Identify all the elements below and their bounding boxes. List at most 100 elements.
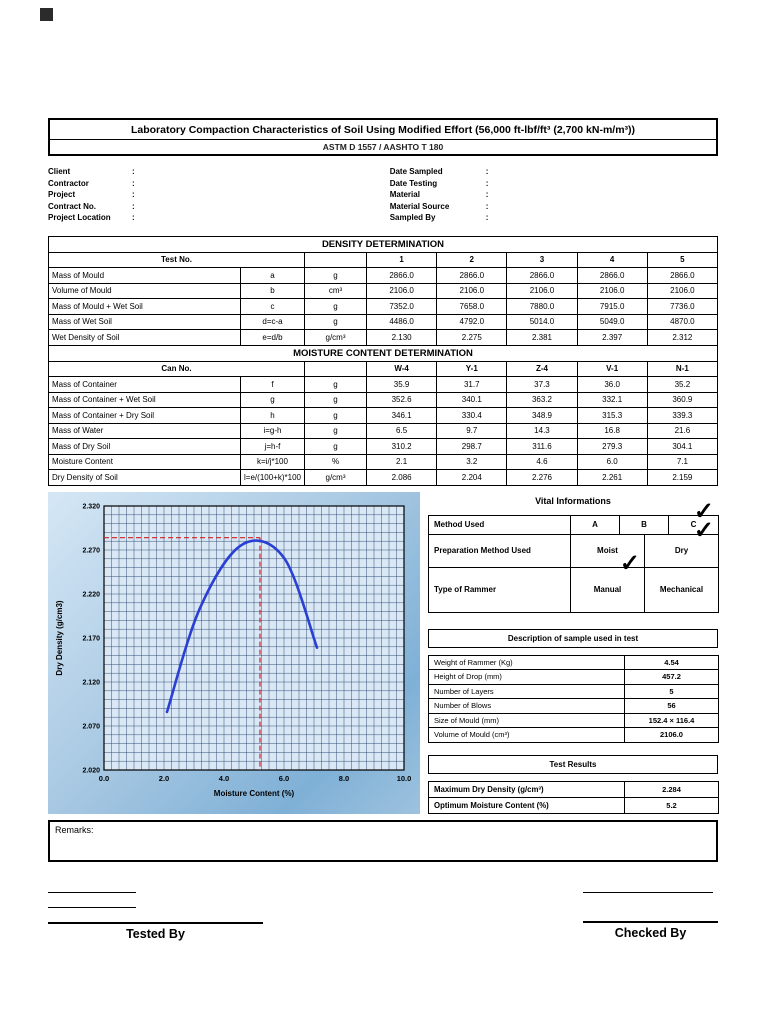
cell-value: 346.1 <box>365 407 438 424</box>
header-can-no: Can No. <box>48 360 305 377</box>
header-test-no: Test No. <box>48 251 305 268</box>
row-label: Mass of Container + Dry Soil <box>48 407 241 424</box>
row-unit: g <box>304 267 367 284</box>
table-row: Volume of Mould b cm³ 2106.0 2106.0 2106.0 210… <box>48 282 719 299</box>
preparation-option-dry: Dry ✓ <box>644 518 719 568</box>
info-colon: : <box>485 178 489 188</box>
row-unit: cm³ <box>304 282 367 299</box>
info-colon: : <box>485 167 489 176</box>
kv-value: 2106.0 <box>624 727 719 743</box>
kv-label: Maximum Dry Density (g/cm³) <box>428 780 625 798</box>
row-formula: l=e/(100+k)*100 <box>240 469 305 486</box>
compaction-chart: 2.020 2.070 2.120 2.170 2.220 2.270 2.320 0.0 2.… <box>48 491 420 814</box>
cell-value: 363.2 <box>506 391 578 408</box>
table-row: Dry Density of Soil l=e/(100+k)*100 g/cm³ 2… <box>48 469 719 486</box>
svg-text:2.270: 2.270 <box>82 547 100 554</box>
check-icon: ✓ <box>693 516 714 544</box>
row-label: Mass of Water <box>48 422 241 439</box>
header-col: V-1 <box>576 360 648 377</box>
info-label: Material <box>389 190 420 199</box>
svg-text:2.320: 2.320 <box>82 503 100 510</box>
cell-value: 330.4 <box>436 407 508 424</box>
cell-value: 2866.0 <box>646 267 719 284</box>
info-label: Sampled By <box>389 213 436 222</box>
kv-label: Size of Mould (mm) <box>428 712 625 728</box>
info-right-column: Date Sampled: Date Testing: Material: Ma… <box>390 166 718 224</box>
info-label: Material Source <box>389 201 450 211</box>
cell-value: 298.7 <box>436 438 508 455</box>
info-row-project: Project: <box>48 189 376 201</box>
signature-line <box>583 891 713 893</box>
kv-value: 5.2 <box>624 796 719 814</box>
header-col: W-4 <box>365 360 438 377</box>
header-unit-blank <box>304 251 367 268</box>
option-label: Manual <box>593 585 622 594</box>
row-formula: e=d/b <box>240 329 305 346</box>
kv-row: Size of Mould (mm) 152.4 × 116.4 <box>428 712 719 728</box>
info-left-column: Client: Contractor: Project: Contract No… <box>48 166 376 224</box>
row-label: Mass of Mould <box>48 267 241 284</box>
row-label: Mass of Mould + Wet Soil <box>48 298 241 315</box>
page-corner-mark <box>40 8 53 21</box>
method-used-row: Method Used A B C ✓ <box>428 499 719 535</box>
cell-value: 37.3 <box>506 376 578 393</box>
option-label: Dry <box>674 546 689 555</box>
info-row-sampled-by: Sampled By: <box>390 212 718 224</box>
header-col: Y-1 <box>436 360 508 377</box>
table-row: Mass of Dry Soil j=h-f g 310.2 298.7 311.6 279… <box>48 438 719 455</box>
kv-label: Height of Drop (mm) <box>428 669 625 685</box>
tested-by-label: Tested By <box>48 921 263 941</box>
kv-value: 56 <box>624 698 719 714</box>
description-header: Description of sample used in test <box>428 628 718 648</box>
cell-value: 2866.0 <box>506 267 578 284</box>
preparation-option-moist: Moist <box>570 533 645 568</box>
row-formula: a <box>240 267 305 284</box>
header-col: N-1 <box>646 360 719 377</box>
row-label: Mass of Dry Soil <box>48 438 241 455</box>
checked-by-label: Checked By <box>583 920 718 940</box>
header-col: Z-4 <box>506 360 578 377</box>
page-title: Laboratory Compaction Characteristics of… <box>130 124 636 136</box>
info-row-date-sampled: Date Sampled: <box>390 166 718 178</box>
info-row-material: Material: <box>390 189 718 201</box>
cell-value: 7880.0 <box>506 298 578 315</box>
svg-text:10.0: 10.0 <box>397 774 412 783</box>
footer: Tested By Checked By <box>48 891 718 941</box>
cell-value: 7915.0 <box>576 298 648 315</box>
row-unit: g/cm³ <box>304 329 367 346</box>
remarks-label: Remarks: <box>55 824 94 835</box>
row-unit: % <box>304 453 367 470</box>
cell-value: 2.381 <box>506 329 578 346</box>
cell-value: 7.1 <box>646 453 719 470</box>
header-col: 5 <box>646 251 719 268</box>
section-title: DENSITY DETERMINATION <box>48 235 718 253</box>
svg-text:2.0: 2.0 <box>159 774 169 783</box>
cell-value: 35.2 <box>646 376 719 393</box>
compaction-chart-svg: 2.020 2.070 2.120 2.170 2.220 2.270 2.320 0.0 2.… <box>55 503 412 798</box>
info-label: Client <box>48 167 71 176</box>
kv-label: Volume of Mould (cm³) <box>428 727 625 743</box>
page-subtitle: ASTM D 1557 / AASHTO T 180 <box>50 139 716 154</box>
method-used-label: Method Used <box>428 514 571 535</box>
cell-value: 16.8 <box>576 422 648 439</box>
description-table: Weight of Rammer (Kg) 4.54 Height of Drop … <box>428 654 719 743</box>
cell-value: 4486.0 <box>365 313 438 330</box>
rammer-type-table: Type of Rammer Manual ✓ Mechanical <box>428 551 719 613</box>
info-row-client: Client: <box>48 166 376 178</box>
row-unit: g <box>304 407 367 424</box>
cell-value: 2.312 <box>646 329 719 346</box>
cell-value: 2866.0 <box>436 267 508 284</box>
preparation-method-row: Preparation Method Used Moist Dry ✓ <box>428 518 719 568</box>
cell-value: 35.9 <box>365 376 438 393</box>
table-row: Mass of Container + Dry Soil h g 346.1 330.4… <box>48 407 719 424</box>
header-unit-blank <box>304 360 367 377</box>
row-unit: g <box>304 313 367 330</box>
cell-value: 2.130 <box>365 329 438 346</box>
info-colon: : <box>485 213 489 222</box>
cell-value: 2106.0 <box>646 282 719 299</box>
svg-text:2.170: 2.170 <box>82 635 100 642</box>
row-formula: i=g-h <box>240 422 305 439</box>
info-label: Contract No. <box>48 201 96 211</box>
info-row-project-location: Project Location: <box>48 212 376 224</box>
kv-value: 152.4 × 116.4 <box>624 712 719 728</box>
